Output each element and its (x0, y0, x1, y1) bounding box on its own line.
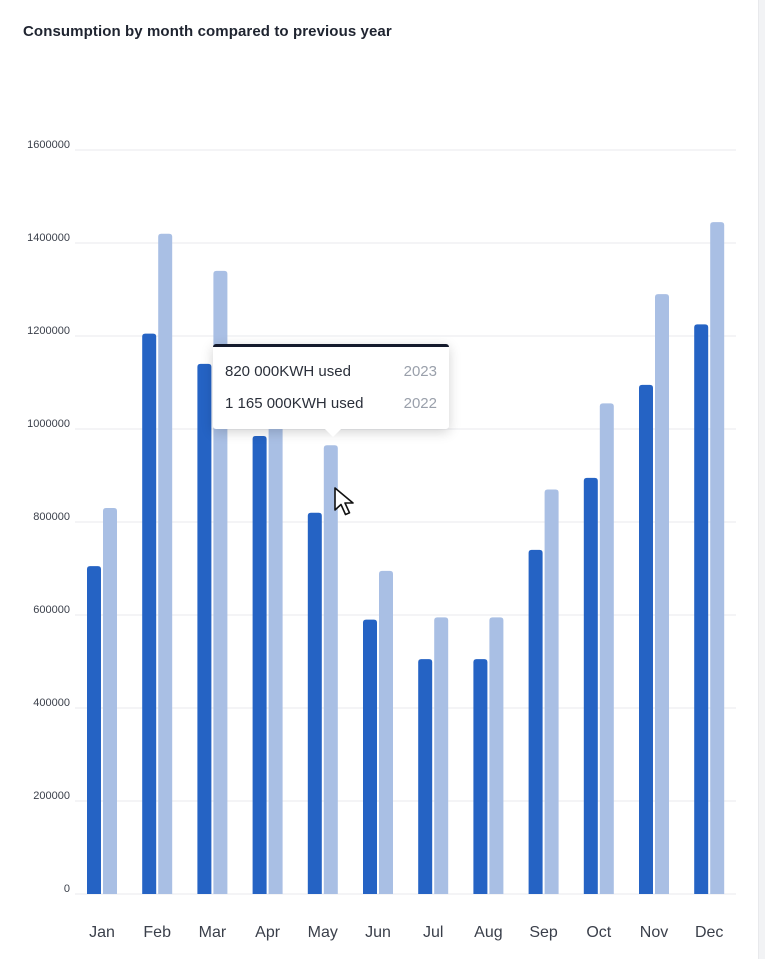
tooltip-value-previous: 1 165 000KWH used (225, 395, 364, 412)
x-tick-label: Oct (586, 924, 611, 941)
y-tick-label: 200000 (33, 790, 70, 802)
tooltip-year-current: 2023 (403, 363, 437, 380)
tooltip-value-current: 820 000KWH used (225, 363, 351, 380)
bar-2022[interactable] (544, 489, 559, 894)
bar-2023[interactable] (583, 477, 598, 894)
y-tick-label: 1600000 (27, 139, 70, 151)
x-tick-label: Apr (255, 924, 281, 941)
y-tick-label: 0 (64, 883, 70, 895)
bar-2022[interactable] (710, 222, 725, 894)
bar-2022[interactable] (268, 424, 283, 894)
bar-2023[interactable] (197, 363, 212, 894)
y-axis-ticks: 0 200000 400000 600000 800000 1000000 1200000 1… (27, 139, 70, 895)
x-tick-label: Jun (365, 924, 391, 941)
bar-2023[interactable] (694, 324, 709, 894)
bar-2022[interactable] (489, 617, 504, 894)
x-axis-labels: Jan Feb Mar Apr May Jun Jul Aug Sep Oct Nov Dec (89, 924, 723, 941)
bar-2023[interactable] (528, 549, 543, 894)
x-tick-label: Mar (199, 924, 227, 941)
x-tick-label: Feb (143, 924, 171, 941)
x-tick-label: May (308, 924, 338, 941)
x-tick-label: Nov (640, 924, 668, 941)
bar-2023[interactable] (473, 659, 488, 894)
bar-2022[interactable] (599, 403, 614, 894)
bar-2022[interactable] (323, 445, 338, 894)
bar-2023[interactable] (363, 619, 377, 894)
y-tick-label: 400000 (33, 697, 70, 709)
mouse-pointer-icon (334, 487, 354, 516)
bar-2023[interactable] (252, 435, 267, 894)
x-tick-label: Jan (89, 924, 115, 941)
bar-2022[interactable] (655, 294, 669, 894)
grid-layer (75, 149, 736, 895)
bar-2023[interactable] (639, 384, 653, 894)
tooltip-year-previous: 2022 (403, 395, 437, 412)
y-tick-label: 1400000 (27, 232, 70, 244)
bar-2023[interactable] (307, 512, 322, 894)
x-tick-label: Dec (695, 924, 723, 941)
y-tick-label: 600000 (33, 604, 70, 616)
bar-2023[interactable] (418, 659, 433, 894)
y-tick-label: 1200000 (27, 325, 70, 337)
right-scroll-gutter (758, 0, 765, 959)
bar-2023[interactable] (142, 333, 157, 894)
bar-tooltip: 820 000KWH used 2023 1 165 000KWH used 2… (213, 344, 449, 437)
tooltip-row-current: 820 000KWH used 2023 (225, 363, 437, 383)
bar-2022[interactable] (103, 508, 117, 894)
tooltip-row-previous: 1 165 000KWH used 2022 (225, 395, 437, 415)
bar-2022[interactable] (434, 617, 449, 894)
bars-layer (87, 222, 725, 894)
x-tick-label: Sep (529, 924, 558, 941)
y-tick-label: 1000000 (27, 418, 70, 430)
chart-title: Consumption by month compared to previou… (23, 23, 392, 40)
y-tick-label: 800000 (33, 511, 70, 523)
bar-2022[interactable] (379, 570, 393, 894)
x-tick-label: Aug (474, 924, 502, 941)
bar-2022[interactable] (158, 233, 173, 894)
x-tick-label: Jul (423, 924, 443, 941)
bar-2023[interactable] (87, 566, 101, 894)
